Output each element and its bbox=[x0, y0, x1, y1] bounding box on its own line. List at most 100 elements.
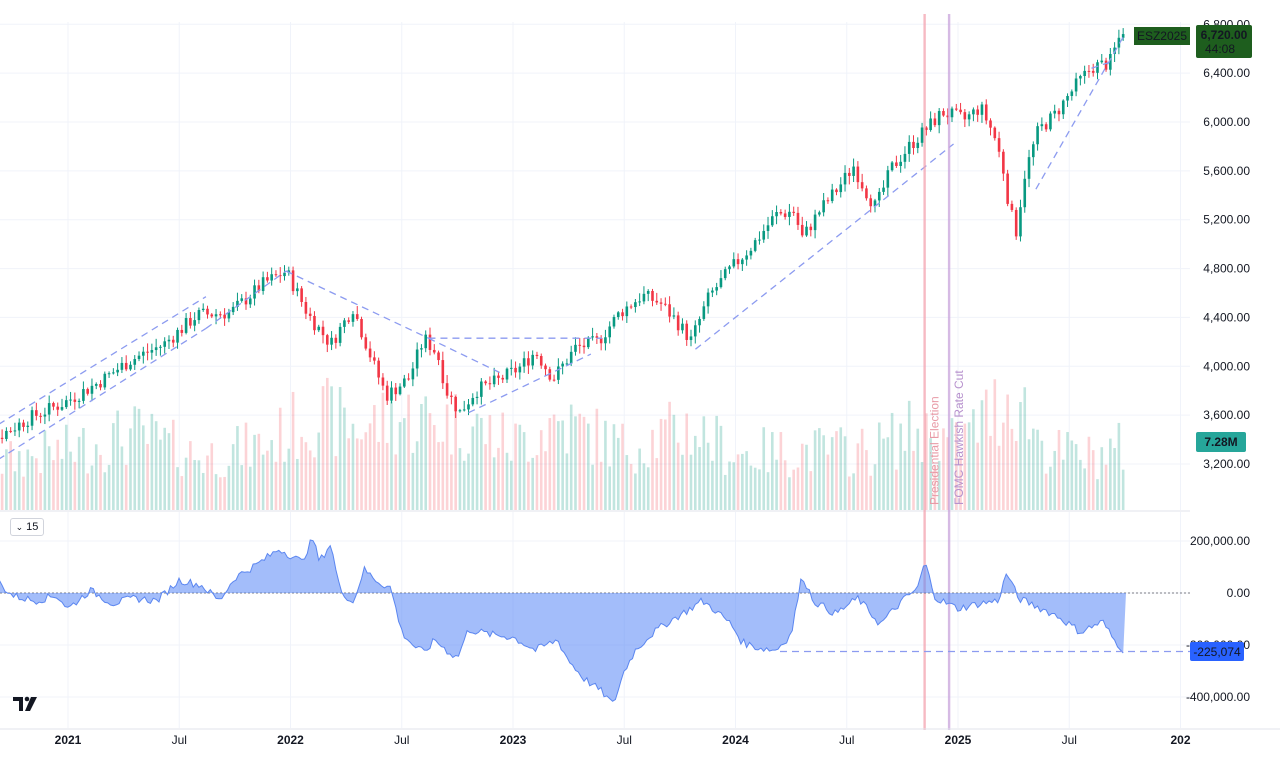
volume-bar bbox=[587, 423, 590, 510]
candle-body bbox=[0, 437, 4, 439]
volume-bar bbox=[843, 436, 847, 510]
candle-body bbox=[1096, 62, 1099, 73]
volume-bar bbox=[916, 428, 920, 510]
interval-dropdown-button[interactable]: ⌄ 15 bbox=[10, 518, 44, 536]
candle-body bbox=[415, 349, 419, 369]
candle-body bbox=[877, 191, 881, 201]
volume-bar bbox=[35, 458, 38, 510]
candle-body bbox=[608, 326, 612, 338]
volume-bar bbox=[253, 434, 256, 510]
candle-body bbox=[715, 287, 718, 291]
price-tick-label: 6,000.00 bbox=[1203, 115, 1250, 129]
volume-bar bbox=[52, 460, 55, 510]
event-label: FOMC Hawkish Rate Cut bbox=[952, 370, 966, 505]
volume-bar bbox=[783, 460, 787, 510]
candle-body bbox=[355, 314, 359, 319]
volume-bar bbox=[758, 469, 761, 510]
candle-body bbox=[360, 318, 363, 338]
volume-bar bbox=[420, 404, 423, 510]
volume-bar bbox=[826, 454, 830, 510]
candle-body bbox=[334, 337, 338, 343]
event-markers[interactable]: Presidential Election FOMC Hawkish Rate C… bbox=[0, 14, 966, 730]
volume-bar bbox=[69, 451, 72, 510]
candle-body bbox=[753, 240, 757, 251]
candle-body bbox=[659, 302, 663, 304]
candle-body bbox=[766, 225, 770, 231]
candle-body bbox=[967, 114, 971, 120]
candle-body bbox=[856, 166, 860, 183]
volume-bar bbox=[403, 418, 406, 510]
candle-body bbox=[129, 364, 132, 370]
volume-bar bbox=[527, 461, 530, 510]
candle-body bbox=[253, 285, 256, 299]
candle-body bbox=[685, 323, 689, 340]
volume-bar bbox=[1074, 444, 1078, 510]
trendline bbox=[1091, 60, 1114, 69]
volume-bar bbox=[325, 377, 329, 510]
volume-bar bbox=[616, 437, 620, 510]
volume-bar bbox=[373, 405, 376, 510]
volume-bar bbox=[47, 446, 51, 510]
candle-body bbox=[90, 385, 94, 394]
price-axis[interactable]: 6,800.006,400.006,000.005,600.005,200.00… bbox=[1134, 17, 1252, 704]
time-tick-label: 2021 bbox=[55, 733, 82, 747]
candle-body bbox=[325, 335, 329, 345]
volume-bar bbox=[428, 413, 432, 510]
chevron-down-icon: ⌄ bbox=[15, 521, 24, 532]
volume-bar bbox=[980, 400, 984, 510]
candle-body bbox=[711, 290, 714, 293]
candle-body bbox=[1006, 173, 1009, 204]
price-tick-label: 5,600.00 bbox=[1203, 164, 1250, 178]
volume-bar bbox=[1010, 428, 1014, 510]
volume-bar bbox=[488, 415, 492, 510]
candle-body bbox=[1036, 126, 1039, 145]
volume-bar bbox=[390, 401, 393, 510]
volume-bar bbox=[248, 466, 252, 510]
volume-bar bbox=[1044, 473, 1048, 510]
candle-body bbox=[912, 141, 915, 149]
candle-body bbox=[805, 226, 808, 236]
volume-bar bbox=[1087, 436, 1091, 510]
oscillator-panel[interactable] bbox=[0, 539, 1190, 702]
candle-body bbox=[30, 410, 34, 426]
volume-bar bbox=[723, 474, 727, 510]
volume-bar bbox=[116, 410, 119, 510]
candle-body bbox=[762, 230, 766, 240]
volume-bar bbox=[159, 439, 162, 510]
candle-body bbox=[758, 239, 761, 241]
candle-body bbox=[403, 378, 406, 387]
candle-body bbox=[394, 387, 398, 395]
candle-body bbox=[484, 381, 487, 384]
volume-bar bbox=[505, 452, 509, 510]
volume-bar bbox=[355, 438, 359, 510]
candle-body bbox=[9, 430, 12, 432]
volume-bar bbox=[852, 473, 855, 510]
candle-body bbox=[184, 318, 188, 333]
volume-bar bbox=[1104, 464, 1108, 510]
price-candles[interactable] bbox=[0, 28, 1125, 462]
candle-body bbox=[471, 397, 475, 405]
volume-bar bbox=[822, 435, 825, 510]
volume-bar bbox=[1117, 422, 1121, 510]
volume-bar bbox=[993, 379, 997, 510]
event-label: Presidential Election bbox=[928, 396, 942, 505]
volume-bar bbox=[304, 442, 308, 510]
volume-bar bbox=[287, 448, 291, 510]
volume-bar bbox=[1091, 450, 1095, 510]
volume-bar bbox=[407, 394, 410, 510]
trendlines[interactable] bbox=[0, 33, 1126, 479]
volume-bar bbox=[749, 465, 753, 510]
volume-bar bbox=[989, 435, 992, 510]
candle-body bbox=[723, 269, 727, 279]
candle-body bbox=[227, 312, 231, 319]
volume-bar bbox=[274, 461, 278, 510]
time-axis[interactable]: 2021 Jul 2022 Jul 2023 Jul 2024 Jul 2025 Jul 202 bbox=[0, 728, 1280, 747]
price-tick-label: 4,800.00 bbox=[1203, 262, 1250, 276]
candle-body bbox=[980, 104, 984, 115]
candle-body bbox=[681, 323, 684, 331]
candle-body bbox=[244, 298, 248, 305]
candle-body bbox=[933, 118, 937, 126]
candle-body bbox=[1010, 203, 1014, 210]
candle-body bbox=[813, 214, 817, 231]
